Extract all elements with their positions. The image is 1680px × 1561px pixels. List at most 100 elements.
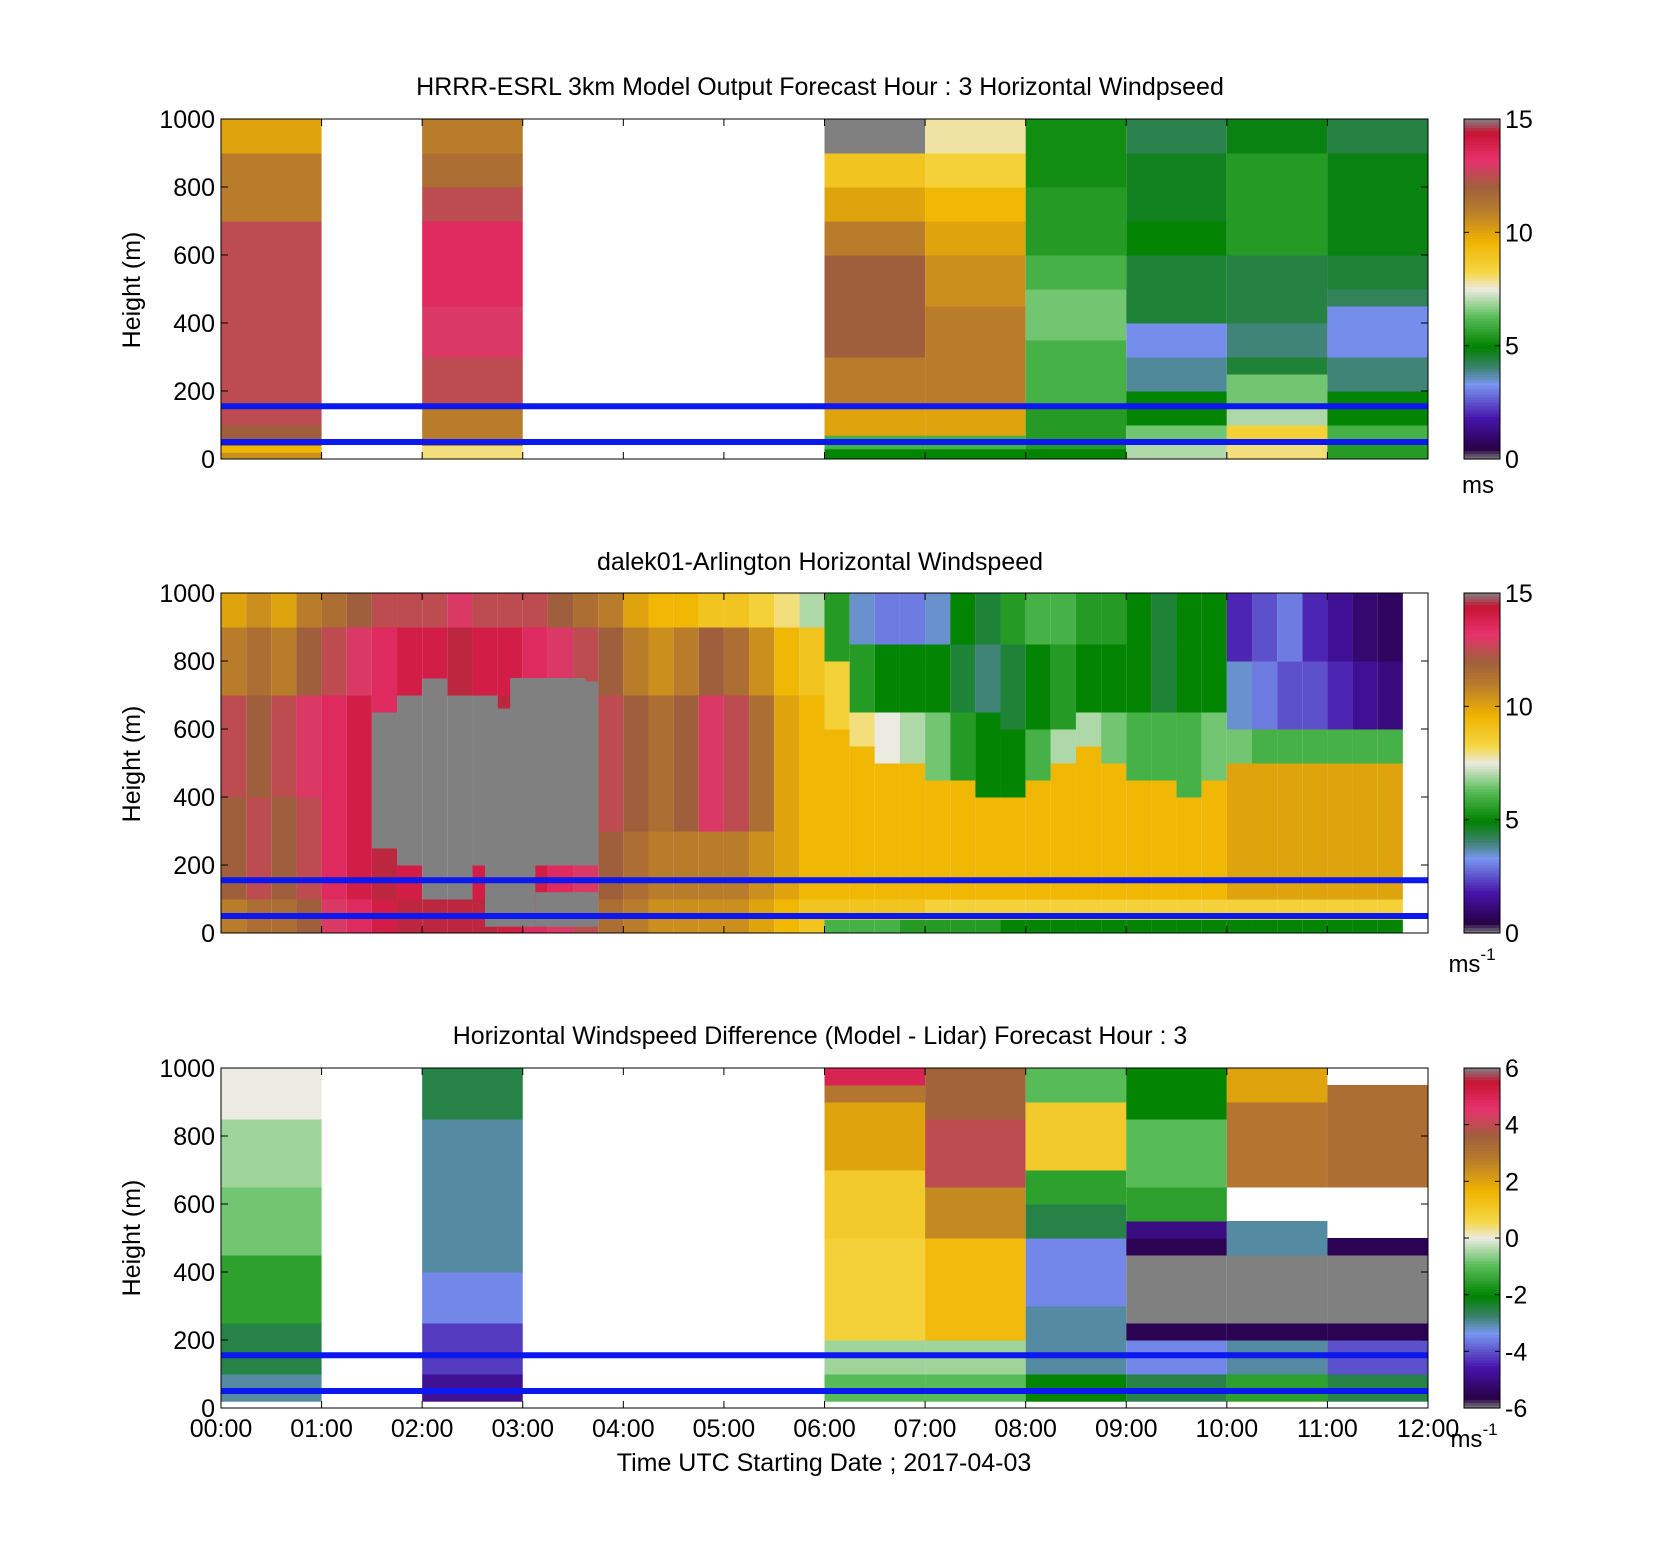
colorbar-swatch xyxy=(1464,862,1500,866)
colorbar-swatch xyxy=(1464,788,1500,792)
colorbar-swatch xyxy=(1464,1133,1500,1137)
heatmap-cell xyxy=(925,306,1026,409)
colorbar-swatch xyxy=(1464,223,1500,228)
heatmap-cell xyxy=(1000,729,1026,798)
heatmap-cell xyxy=(422,119,523,154)
heatmap-cell xyxy=(221,1255,322,1324)
heatmap-cell xyxy=(1126,1255,1227,1324)
colorbar-swatch xyxy=(1464,323,1500,327)
colorbar-swatch xyxy=(1464,646,1500,651)
colorbar-swatch xyxy=(1464,308,1500,313)
colorbar-swatch xyxy=(1464,703,1500,707)
colorbar-swatch xyxy=(1464,1107,1500,1112)
heatmap-cell xyxy=(774,593,800,628)
heatmap-cell xyxy=(698,593,724,628)
heatmap-cell xyxy=(874,919,900,934)
x-tick-label: 07:00 xyxy=(894,1415,957,1443)
colorbar-swatch xyxy=(1464,181,1500,185)
heatmap-cell xyxy=(221,1323,322,1375)
colorbar-swatch xyxy=(1464,362,1500,367)
colorbar-swatch xyxy=(1464,1170,1500,1174)
x-tick-label: 11:00 xyxy=(1297,1415,1358,1443)
colorbar-tick-label: 0 xyxy=(1505,920,1519,948)
heatmap-cell xyxy=(296,797,322,900)
colorbar-swatch xyxy=(1464,127,1500,131)
panel-model-xaxis xyxy=(220,119,1429,459)
panel-lidar-ylabel: Height (m) xyxy=(118,706,146,823)
y-tick-label: 200 xyxy=(173,1327,215,1355)
heatmap-cell xyxy=(774,627,800,696)
colorbar-swatch xyxy=(1464,751,1500,756)
heatmap-cell xyxy=(371,627,398,713)
heatmap-cell xyxy=(221,153,322,222)
heatmap-cell xyxy=(422,1068,523,1120)
panel-difference: Horizontal Windspeed Difference (Model -… xyxy=(118,1022,1527,1453)
colorbar-swatch xyxy=(1464,195,1500,199)
colorbar-swatch xyxy=(1464,1175,1500,1180)
panel-model-ylabel: Height (m) xyxy=(118,232,146,349)
heatmap-cell xyxy=(1126,644,1152,713)
colorbar-swatch xyxy=(1464,848,1500,852)
heatmap-cell xyxy=(573,593,599,628)
colorbar-swatch xyxy=(1464,865,1500,869)
colorbar-swatch xyxy=(1464,1320,1500,1324)
colorbar-swatch xyxy=(1464,604,1500,608)
colorbar-swatch xyxy=(1464,870,1500,875)
heatmap-cell xyxy=(422,153,523,188)
heatmap-cell xyxy=(925,119,1026,154)
heatmap-cell xyxy=(1226,1221,1328,1256)
colorbar-swatch xyxy=(1464,901,1500,906)
colorbar-swatch xyxy=(1464,816,1500,821)
heatmap-cell xyxy=(673,695,699,832)
panel-lidar-colorbar: 0 5 10 15 xyxy=(1463,580,1533,948)
colorbar-swatch xyxy=(1464,1365,1500,1369)
heatmap-cell xyxy=(522,593,548,628)
heatmap-cell xyxy=(422,1374,523,1402)
colorbar-swatch xyxy=(1464,774,1500,778)
colorbar-swatch xyxy=(1464,119,1500,123)
colorbar-swatch xyxy=(1464,337,1500,341)
heatmap-cell xyxy=(422,1204,523,1273)
colorbar-swatch xyxy=(1464,1388,1500,1392)
heatmap-cell xyxy=(623,695,649,832)
colorbar-swatch xyxy=(1464,1286,1500,1290)
heatmap-cell xyxy=(1025,448,1127,460)
heatmap-cell xyxy=(698,627,724,696)
colorbar-swatch xyxy=(1464,910,1500,914)
colorbar-swatch xyxy=(1464,930,1500,934)
heatmap-cell xyxy=(1226,408,1328,426)
heatmap-cell xyxy=(1201,644,1227,713)
colorbar-swatch xyxy=(1464,303,1500,307)
colorbar-swatch xyxy=(1464,893,1500,897)
y-tick-label: 1000 xyxy=(159,106,215,134)
colorbar-tick-label: 0 xyxy=(1505,1225,1519,1253)
colorbar-swatch xyxy=(1464,164,1500,168)
colorbar-swatch xyxy=(1464,1243,1500,1248)
colorbar-swatch xyxy=(1464,1127,1500,1131)
heatmap-cell xyxy=(1226,442,1328,460)
colorbar-swatch xyxy=(1464,405,1500,409)
colorbar-swatch xyxy=(1464,1314,1500,1318)
heatmap-cell xyxy=(925,1187,1026,1239)
colorbar-swatch xyxy=(1464,1189,1500,1194)
colorbar-swatch xyxy=(1464,723,1500,727)
heatmap-cell xyxy=(1025,340,1127,409)
colorbar-swatch xyxy=(1464,763,1500,767)
colorbar-swatch xyxy=(1464,598,1500,603)
colorbar-swatch xyxy=(1464,1391,1500,1395)
heatmap-cell xyxy=(1352,763,1378,900)
colorbar-swatch xyxy=(1464,921,1500,926)
panel-difference-overlay xyxy=(221,1352,1428,1394)
colorbar-swatch xyxy=(1464,1068,1500,1072)
colorbar-swatch xyxy=(1464,1121,1500,1126)
colorbar-swatch xyxy=(1464,746,1500,750)
heatmap-cell xyxy=(1101,644,1127,713)
colorbar-swatch xyxy=(1464,856,1500,860)
heatmap-cell xyxy=(1327,289,1428,307)
missing-data-cell xyxy=(560,892,599,927)
colorbar-swatch xyxy=(1464,450,1500,454)
colorbar-swatch xyxy=(1464,376,1500,381)
heatmap-cell xyxy=(1126,153,1227,222)
heatmap-cell xyxy=(623,593,649,628)
heatmap-cell xyxy=(1251,919,1278,934)
